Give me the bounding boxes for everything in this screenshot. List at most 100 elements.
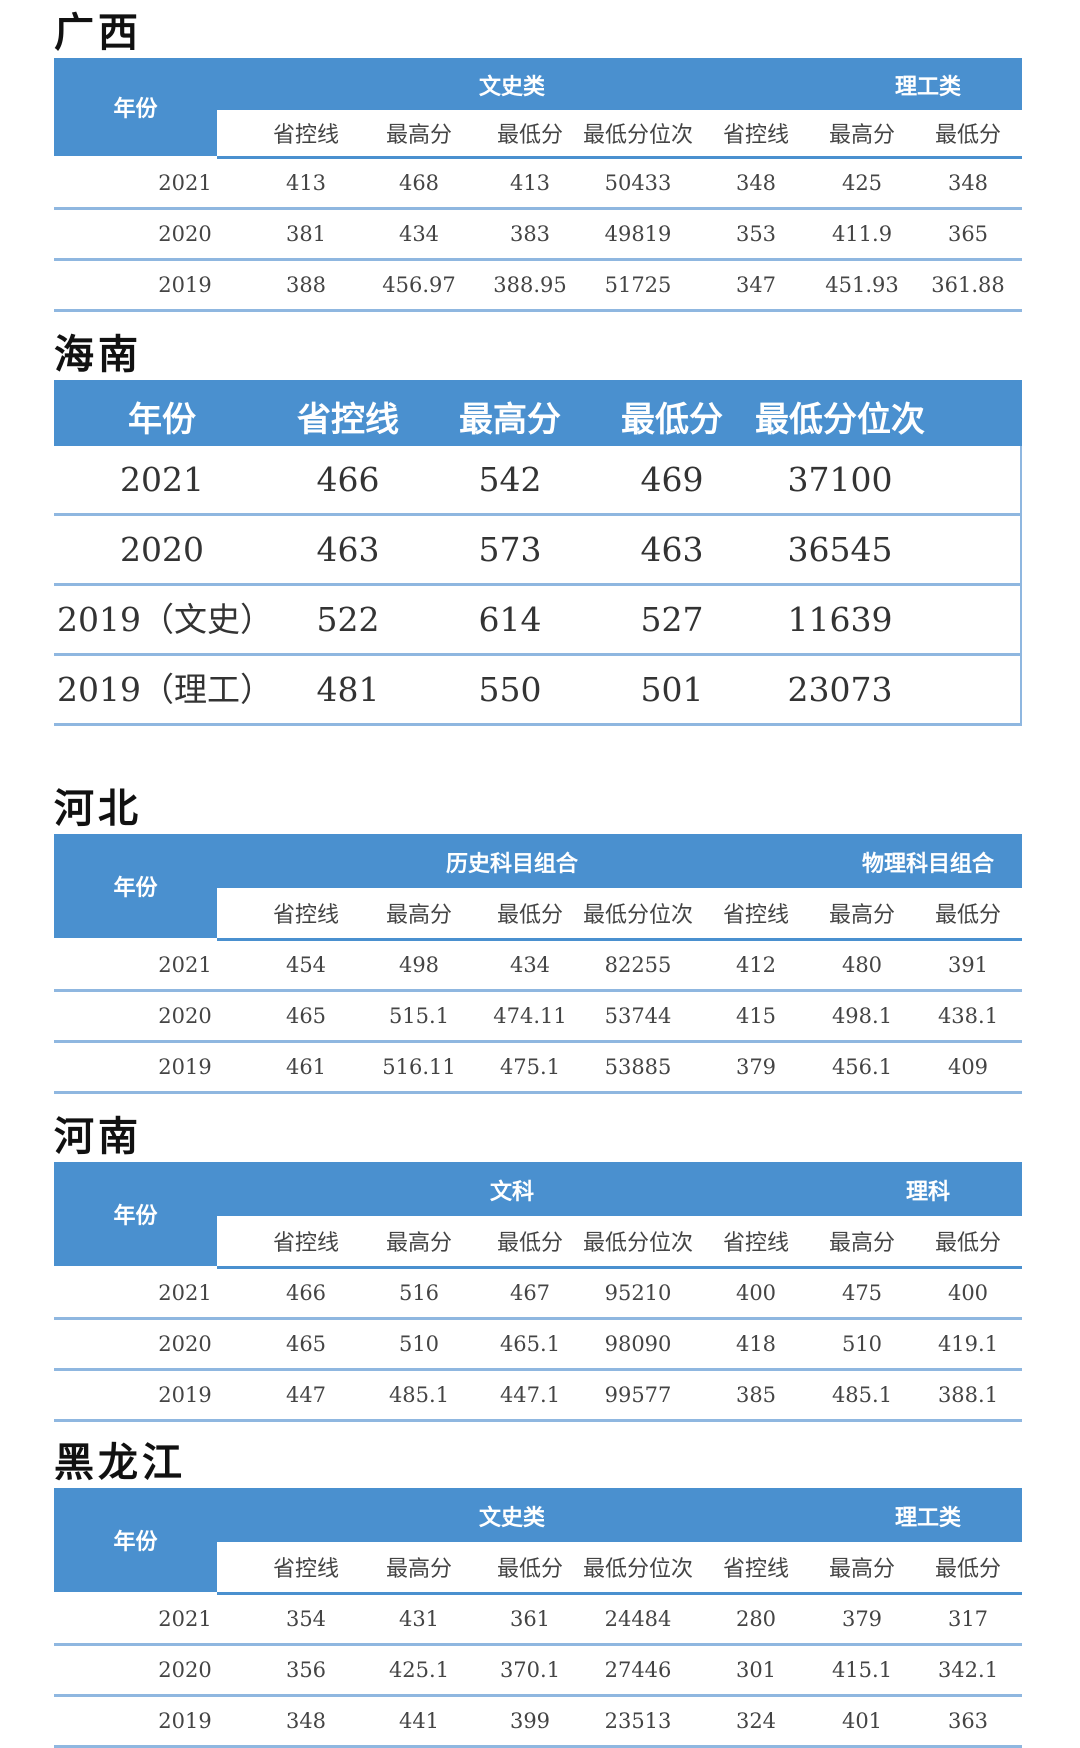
value-cell: 465 [285, 1004, 327, 1028]
table-header: 年份 文科 理科 省控线 最高分 最低分 最低分位次 省控线 最高分 最低分 [54, 1162, 1022, 1269]
value-cell: 425.1 [388, 1658, 450, 1682]
group2-header: 理工类 [894, 1506, 961, 1531]
year-cell: 2020 [158, 1332, 212, 1356]
year-header: 年份 [113, 876, 158, 901]
value-cell: 353 [735, 222, 777, 246]
value-cell: 370.1 [499, 1658, 561, 1682]
value-cell: 522 [316, 600, 380, 639]
column-header: 最高分 [385, 903, 452, 928]
group1-header: 文史类 [478, 75, 545, 100]
value-cell: 474.11 [493, 1004, 567, 1028]
value-cell: 388 [285, 273, 327, 297]
value-cell: 542 [478, 460, 542, 499]
value-cell: 485.1 [831, 1383, 893, 1407]
column-header: 省控线 [297, 400, 399, 440]
value-cell: 98090 [604, 1332, 672, 1356]
value-cell: 451.93 [825, 273, 899, 297]
value-cell: 361 [509, 1607, 551, 1631]
value-cell: 363 [947, 1709, 989, 1733]
year-cell: 2020 [120, 530, 204, 569]
table-row: 2021 354 431 361 24484 280 379 317 [54, 1595, 1022, 1646]
column-header: 最低分 [621, 400, 723, 440]
value-cell: 53744 [604, 1004, 672, 1028]
value-cell: 413 [509, 171, 551, 195]
value-cell: 475 [841, 1281, 883, 1305]
value-cell: 614 [478, 600, 542, 639]
value-cell: 456.97 [382, 273, 456, 297]
value-cell: 348 [285, 1709, 327, 1733]
value-cell: 434 [398, 222, 440, 246]
value-cell: 454 [285, 953, 327, 977]
subheader-row: 省控线 最高分 最低分 最低分位次 省控线 最高分 最低分 [217, 1216, 1022, 1269]
value-cell: 365 [947, 222, 989, 246]
column-header: 最高分 [828, 1231, 895, 1256]
value-cell: 37100 [787, 460, 893, 499]
value-cell: 413 [285, 171, 327, 195]
value-cell: 480 [841, 953, 883, 977]
value-cell: 348 [947, 171, 989, 195]
column-header: 最低分 [496, 903, 563, 928]
column-header: 省控线 [722, 903, 789, 928]
column-header: 最低分位次 [582, 903, 693, 928]
value-cell: 467 [509, 1281, 551, 1305]
value-cell: 415 [735, 1004, 777, 1028]
column-header: 最低分 [934, 1231, 1001, 1256]
value-cell: 434 [509, 953, 551, 977]
table-henan: 年份 文科 理科 省控线 最高分 最低分 最低分位次 省控线 最高分 最低分 2021 466 516 4… [54, 1162, 1022, 1422]
value-cell: 36545 [787, 530, 893, 569]
column-header: 年份 [128, 400, 196, 440]
value-cell: 50433 [604, 171, 672, 195]
value-cell: 383 [509, 222, 551, 246]
table-row: 2020 465 510 465.1 98090 418 510 419.1 [54, 1320, 1022, 1371]
year-cell: 2020 [158, 222, 212, 246]
year-cell: 2019 [158, 273, 212, 297]
value-cell: 466 [316, 460, 380, 499]
table-row: 2020 463 573 463 36545 [54, 516, 1022, 586]
column-header: 最低分 [934, 123, 1001, 148]
section-title-heilongjiang: 黑龙江 [54, 1440, 186, 1486]
group2-header: 理科 [905, 1180, 950, 1205]
group1-header: 历史科目组合 [445, 852, 578, 877]
table-header: 年份 历史科目组合 物理科目组合 省控线 最高分 最低分 最低分位次 省控线 最高分 最低分 [54, 834, 1022, 941]
value-cell: 438.1 [937, 1004, 999, 1028]
value-cell: 49819 [604, 222, 672, 246]
value-cell: 354 [285, 1607, 327, 1631]
table-header: 年份 文史类 理工类 省控线 最高分 最低分 最低分位次 省控线 最高分 最低分 [54, 58, 1022, 159]
year-cell: 2019 [158, 1383, 212, 1407]
column-header: 最高分 [828, 123, 895, 148]
column-header: 省控线 [722, 1231, 789, 1256]
value-cell: 527 [640, 600, 704, 639]
value-cell: 411.9 [831, 222, 893, 246]
column-header: 省控线 [272, 903, 339, 928]
year-cell: 2021 [158, 953, 212, 977]
subheader-row: 省控线 最高分 最低分 最低分位次 省控线 最高分 最低分 [217, 110, 1022, 159]
year-cell: 2021 [158, 171, 212, 195]
column-header: 最低分位次 [582, 123, 693, 148]
value-cell: 23073 [787, 670, 893, 709]
column-header: 最高分 [385, 123, 452, 148]
table-row: 2019（文史） 522 614 527 11639 [54, 586, 1022, 656]
value-cell: 324 [735, 1709, 777, 1733]
column-header: 省控线 [722, 1557, 789, 1582]
value-cell: 516 [398, 1281, 440, 1305]
table-guangxi: 年份 文史类 理工类 省控线 最高分 最低分 最低分位次 省控线 最高分 最低分 2021 413 46… [54, 58, 1022, 312]
value-cell: 481 [316, 670, 380, 709]
column-header: 省控线 [272, 1231, 339, 1256]
section-title-henan: 河南 [54, 1114, 142, 1160]
value-cell: 469 [640, 460, 704, 499]
year-cell: 2020 [158, 1658, 212, 1682]
year-cell: 2019（文史） [57, 600, 273, 639]
value-cell: 431 [398, 1607, 440, 1631]
year-cell: 2019 [158, 1055, 212, 1079]
value-cell: 516.11 [382, 1055, 456, 1079]
value-cell: 385 [735, 1383, 777, 1407]
column-header: 省控线 [272, 123, 339, 148]
value-cell: 388.95 [493, 273, 567, 297]
table-row: 2019 388 456.97 388.95 51725 347 451.93 361.88 [54, 261, 1022, 312]
column-header: 最低分 [934, 903, 1001, 928]
value-cell: 348 [735, 171, 777, 195]
value-cell: 510 [841, 1332, 883, 1356]
subheader-row: 省控线 最高分 最低分 最低分位次 省控线 最高分 最低分 [217, 1542, 1022, 1595]
table-row: 2019 461 516.11 475.1 53885 379 456.1 409 [54, 1043, 1022, 1094]
column-header: 最低分 [496, 1557, 563, 1582]
